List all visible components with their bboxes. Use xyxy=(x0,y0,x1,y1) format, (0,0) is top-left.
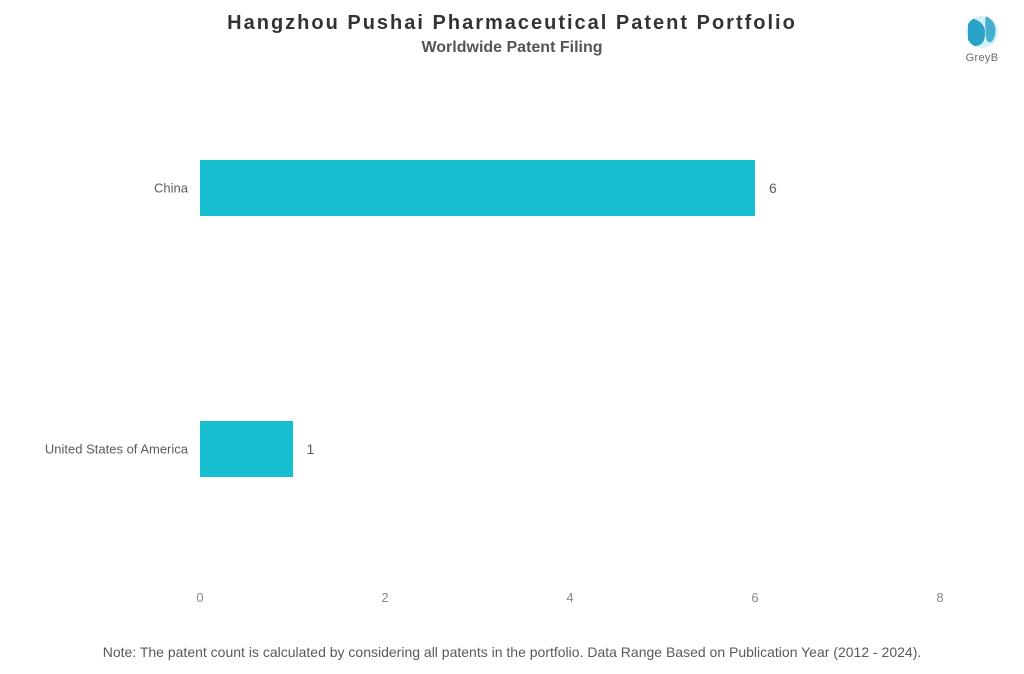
brand-logo: GreyB xyxy=(964,14,1000,64)
category-label: United States of America xyxy=(45,442,200,457)
brand-logo-text: GreyB xyxy=(964,52,1000,64)
bar-value-label: 1 xyxy=(293,441,315,457)
x-tick-label: 0 xyxy=(196,590,203,605)
bar-value-label: 6 xyxy=(755,180,777,196)
bar xyxy=(200,421,293,477)
x-tick-label: 2 xyxy=(381,590,388,605)
category-label: China xyxy=(154,181,200,196)
chart-title: Hangzhou Pushai Pharmaceutical Patent Po… xyxy=(0,0,1024,35)
chart-footnote: Note: The patent count is calculated by … xyxy=(0,644,1024,660)
chart-plot-area: China6United States of America1 02468 xyxy=(200,90,940,610)
bar-row: United States of America1 xyxy=(200,421,940,477)
x-axis: 02468 xyxy=(200,590,940,610)
x-tick-label: 4 xyxy=(566,590,573,605)
bar xyxy=(200,160,755,216)
chart-subtitle: Worldwide Patent Filing xyxy=(0,39,1024,57)
globe-icon xyxy=(964,14,1000,50)
bar-row: China6 xyxy=(200,160,940,216)
x-tick-label: 6 xyxy=(751,590,758,605)
x-tick-label: 8 xyxy=(936,590,943,605)
